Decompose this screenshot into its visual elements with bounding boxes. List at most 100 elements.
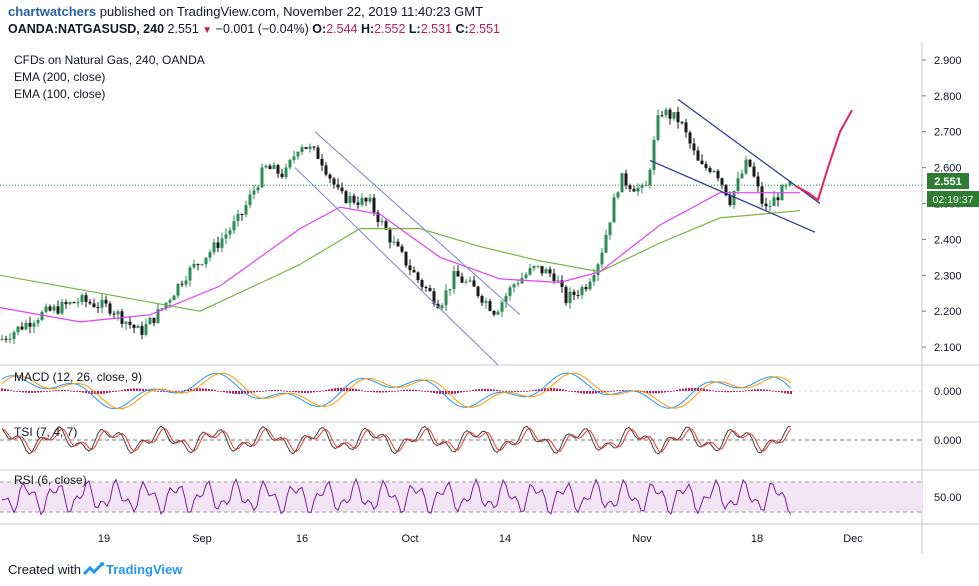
macd-hist-bar bbox=[1, 388, 3, 391]
macd-hist-bar bbox=[463, 391, 465, 392]
macd-hist-bar bbox=[703, 388, 705, 391]
macd-hist-bar bbox=[454, 391, 456, 394]
legend-ema200: EMA (200, close) bbox=[14, 70, 105, 84]
candle-body bbox=[96, 307, 100, 309]
macd-hist-bar bbox=[307, 391, 309, 393]
macd-hist-bar bbox=[493, 389, 495, 391]
low-value: 2.531 bbox=[420, 22, 453, 36]
macd-hist-bar bbox=[226, 391, 228, 393]
candle-body bbox=[220, 238, 224, 248]
candle-body bbox=[304, 147, 308, 149]
macd-hist-bar bbox=[604, 391, 606, 393]
chart-area[interactable]: 2.1002.2002.3002.4002.5002.6002.7002.800… bbox=[0, 42, 979, 554]
candle-body bbox=[340, 187, 344, 192]
candle-body bbox=[108, 303, 112, 314]
candle-body bbox=[276, 165, 280, 174]
candle-body bbox=[612, 197, 616, 223]
candle-body bbox=[428, 288, 432, 292]
price-pane[interactable] bbox=[0, 98, 922, 366]
candle-body bbox=[388, 229, 392, 243]
candle-body bbox=[404, 251, 408, 266]
legend-ema100: EMA (100, close) bbox=[14, 87, 105, 101]
candle-body bbox=[636, 187, 640, 192]
candle-body bbox=[476, 286, 480, 297]
candle-body bbox=[472, 280, 476, 287]
macd-hist-bar bbox=[514, 391, 516, 392]
macd-hist-bar bbox=[322, 390, 324, 392]
tsi-pane[interactable] bbox=[0, 425, 922, 455]
candle-body bbox=[460, 276, 464, 283]
candle-body bbox=[344, 191, 348, 203]
candle-body bbox=[168, 300, 172, 303]
candle-body bbox=[228, 230, 232, 235]
macd-hist-bar bbox=[355, 389, 357, 391]
macd-hist-bar bbox=[595, 391, 597, 394]
countdown-badge: 02:19:37 bbox=[927, 191, 979, 207]
candle-body bbox=[332, 178, 336, 185]
macd-hist-bar bbox=[157, 391, 159, 392]
macd-hist-bar bbox=[478, 389, 480, 391]
high-label: H: bbox=[360, 22, 375, 36]
candle-body bbox=[616, 192, 620, 198]
macd-hist-bar bbox=[466, 391, 468, 392]
candle-body bbox=[176, 283, 180, 296]
macd-hist-bar bbox=[421, 390, 423, 392]
macd-hist-bar bbox=[562, 389, 564, 391]
macd-hist-bar bbox=[652, 391, 654, 394]
candle-body bbox=[348, 195, 352, 203]
candle-body bbox=[424, 287, 428, 289]
candle-body bbox=[784, 185, 788, 187]
candle-body bbox=[24, 322, 28, 330]
macd-hist-bar bbox=[79, 391, 81, 393]
price-axis[interactable]: 2.1002.2002.3002.4002.5002.6002.7002.800… bbox=[922, 55, 962, 504]
rsi-pane[interactable] bbox=[0, 477, 922, 516]
candle-body bbox=[668, 109, 672, 119]
author-name[interactable]: chartwatchers bbox=[8, 4, 97, 19]
tradingview-brand[interactable]: TradingView bbox=[106, 562, 183, 577]
candle-body bbox=[468, 280, 472, 282]
macd-pane[interactable] bbox=[0, 372, 922, 410]
macd-hist-bar bbox=[217, 390, 219, 392]
macd-hist-bar bbox=[223, 391, 225, 393]
candle-body bbox=[752, 166, 756, 177]
tsi-tick-label: 0.000 bbox=[934, 435, 962, 447]
candle-body bbox=[136, 326, 140, 329]
candle-body bbox=[272, 165, 276, 170]
candle-body bbox=[580, 287, 584, 296]
candle-body bbox=[328, 174, 332, 179]
macd-hist-bar bbox=[694, 387, 696, 391]
macd-hist-bar bbox=[274, 389, 276, 391]
macd-hist-bar bbox=[379, 391, 381, 393]
candle-body bbox=[608, 222, 612, 235]
candle-body bbox=[772, 197, 776, 206]
macd-hist-bar bbox=[241, 391, 243, 395]
candle-body bbox=[248, 194, 252, 206]
macd-hist-bar bbox=[256, 391, 258, 392]
channel2-line bbox=[649, 159, 816, 233]
candle-body bbox=[264, 165, 268, 168]
macd-hist-bar bbox=[727, 391, 729, 393]
macd-hist-bar bbox=[499, 390, 501, 392]
macd-hist-bar bbox=[427, 391, 429, 392]
candle-body bbox=[596, 264, 600, 276]
candle-body bbox=[40, 311, 44, 320]
macd-hist-bar bbox=[502, 390, 504, 392]
time-axis[interactable]: 19 Sep 16 Oct 14 Nov 18 Dec bbox=[98, 533, 863, 545]
rsi-line bbox=[1, 477, 792, 516]
macd-hist-bar bbox=[622, 390, 624, 391]
macd-hist-bar bbox=[700, 388, 702, 391]
macd-hist-bar bbox=[487, 388, 489, 391]
macd-hist-bar bbox=[778, 391, 780, 393]
macd-hist-bar bbox=[400, 390, 402, 392]
time-tick-label: Sep bbox=[192, 533, 212, 545]
macd-hist-bar bbox=[247, 391, 249, 394]
macd-hist-bar bbox=[268, 390, 270, 391]
macd-hist-bar bbox=[142, 388, 144, 391]
price-badge: 2.551 bbox=[927, 173, 969, 189]
macd-hist-bar bbox=[613, 390, 615, 392]
macd-hist-bar bbox=[112, 391, 114, 392]
macd-hist-bar bbox=[271, 389, 273, 391]
chart-canvas[interactable]: 2.1002.2002.3002.4002.5002.6002.7002.800… bbox=[0, 42, 979, 554]
macd-hist-bar bbox=[679, 389, 681, 391]
candle-body bbox=[384, 221, 388, 230]
